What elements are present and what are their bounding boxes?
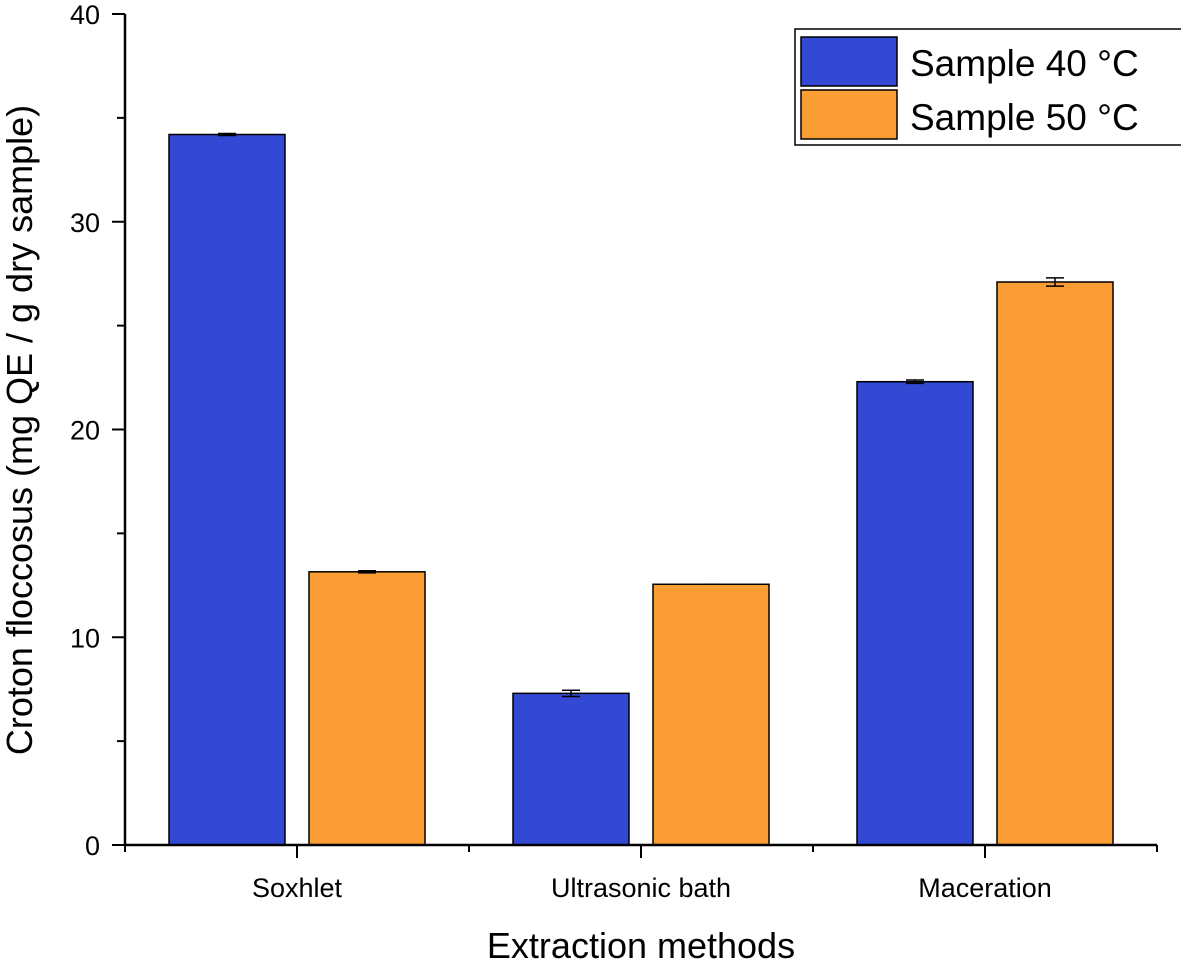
bar-ultrasonic-bath-sample-40-c <box>512 692 630 846</box>
y-tick-label: 0 <box>85 831 100 861</box>
legend-label-sample-50: Sample 50 °C <box>910 97 1139 138</box>
legend-swatch-sample-50 <box>800 89 898 140</box>
x-axis-title: Extraction methods <box>487 925 795 965</box>
bar-soxhlet-sample-50-c <box>308 571 426 846</box>
y-tick-label: 20 <box>70 416 100 446</box>
bar-soxhlet-sample-40-c <box>168 133 286 846</box>
x-tick-label-ultrasonic-bath: Ultrasonic bath <box>551 873 731 903</box>
x-tick-label-maceration: Maceration <box>918 873 1052 903</box>
legend-swatch-sample-40 <box>800 36 898 87</box>
error-bar-soxhlet-sample-40-c <box>218 132 236 137</box>
x-ticks-layer: Soxhlet Ultrasonic bath Maceration <box>124 845 1158 903</box>
x-tick-label-soxhlet: Soxhlet <box>252 873 343 903</box>
y-tick-label: 40 <box>70 0 100 30</box>
y-ticks-layer: 0 10 20 30 40 <box>70 0 125 861</box>
y-axis-title: Croton floccosus (mg QE / g dry sample) <box>0 105 40 755</box>
legend-label-sample-40: Sample 40 °C <box>910 43 1139 84</box>
bars-layer <box>168 133 1114 846</box>
error-bar-ultrasonic-bath-sample-40-c <box>562 689 580 698</box>
bar-maceration-sample-50-c <box>996 281 1114 846</box>
y-tick-label: 10 <box>70 623 100 653</box>
error-bar-soxhlet-sample-50-c <box>358 570 376 574</box>
error-bar-maceration-sample-50-c <box>1046 277 1064 287</box>
legend: Sample 40 °C Sample 50 °C <box>794 28 1181 146</box>
error-bar-maceration-sample-40-c <box>906 379 924 385</box>
bar-maceration-sample-40-c <box>856 380 974 846</box>
y-tick-label: 30 <box>70 208 100 238</box>
error-bars-layer <box>218 132 1064 698</box>
bar-ultrasonic-bath-sample-50-c <box>652 583 770 846</box>
